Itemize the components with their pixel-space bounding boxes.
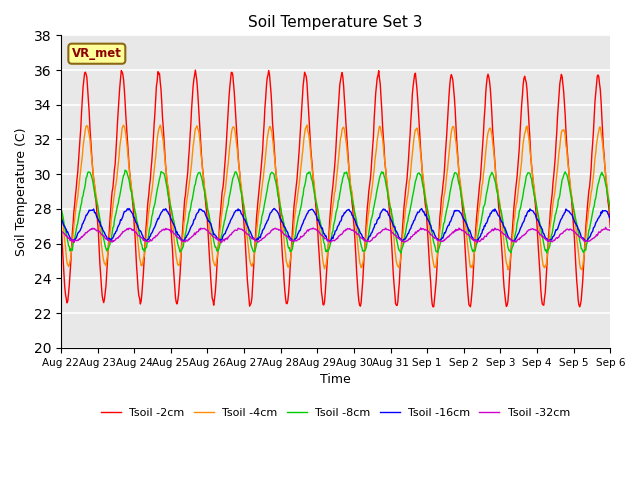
Tsoil -4cm [180, 220, 188, 226]
Tsoil -32cm [179, 239, 187, 244]
Line: Tsoil -8cm: Tsoil -8cm [61, 170, 611, 253]
Tsoil -4cm [124, 146, 131, 152]
Tsoil -2cm [429, 304, 437, 310]
Tsoil -2cm [191, 67, 199, 73]
Tsoil -16cm [403, 233, 411, 239]
Tsoil -16cm [327, 239, 335, 244]
Tsoil -4cm [209, 258, 217, 264]
Tsoil -4cm [403, 197, 411, 203]
Tsoil -32cm [57, 228, 65, 234]
Tsoil -8cm [397, 250, 404, 256]
Tsoil -2cm [419, 176, 427, 182]
Text: VR_met: VR_met [72, 47, 122, 60]
Tsoil -8cm [420, 186, 428, 192]
Tsoil -32cm [419, 226, 427, 231]
Line: Tsoil -2cm: Tsoil -2cm [61, 70, 611, 307]
Tsoil -4cm [67, 255, 75, 261]
Line: Tsoil -4cm: Tsoil -4cm [61, 125, 611, 270]
Tsoil -2cm [67, 259, 75, 264]
Tsoil -16cm [179, 238, 187, 243]
Tsoil -32cm [607, 228, 614, 233]
Line: Tsoil -32cm: Tsoil -32cm [61, 228, 611, 243]
Tsoil -8cm [209, 233, 217, 239]
Tsoil -16cm [420, 209, 428, 215]
Tsoil -2cm [57, 219, 65, 225]
Tsoil -8cm [57, 204, 65, 210]
Tsoil -2cm [403, 176, 411, 182]
Tsoil -4cm [607, 208, 614, 214]
Tsoil -8cm [124, 174, 132, 180]
Tsoil -2cm [124, 139, 131, 144]
Tsoil -2cm [209, 298, 217, 303]
Tsoil -16cm [124, 206, 131, 212]
Tsoil -8cm [180, 240, 188, 245]
Tsoil -4cm [57, 204, 65, 209]
Tsoil -8cm [607, 208, 614, 214]
X-axis label: Time: Time [320, 373, 351, 386]
Tsoil -16cm [57, 214, 65, 220]
Tsoil -16cm [418, 205, 426, 211]
Tsoil -16cm [209, 226, 216, 232]
Tsoil -8cm [67, 246, 75, 252]
Tsoil -4cm [578, 267, 586, 273]
Tsoil -8cm [121, 168, 129, 173]
Tsoil -2cm [607, 224, 614, 230]
Legend: Tsoil -2cm, Tsoil -4cm, Tsoil -8cm, Tsoil -16cm, Tsoil -32cm: Tsoil -2cm, Tsoil -4cm, Tsoil -8cm, Tsoi… [96, 403, 575, 422]
Y-axis label: Soil Temperature (C): Soil Temperature (C) [15, 127, 28, 256]
Title: Soil Temperature Set 3: Soil Temperature Set 3 [248, 15, 423, 30]
Tsoil -32cm [67, 237, 75, 243]
Tsoil -16cm [607, 216, 614, 221]
Tsoil -32cm [403, 238, 411, 244]
Tsoil -32cm [602, 225, 609, 230]
Tsoil -4cm [156, 122, 164, 128]
Tsoil -32cm [218, 240, 225, 246]
Tsoil -32cm [209, 233, 216, 239]
Line: Tsoil -16cm: Tsoil -16cm [61, 208, 611, 241]
Tsoil -32cm [124, 226, 131, 232]
Tsoil -2cm [179, 219, 187, 225]
Tsoil -16cm [67, 236, 75, 242]
Tsoil -8cm [404, 218, 412, 224]
Tsoil -4cm [419, 174, 427, 180]
